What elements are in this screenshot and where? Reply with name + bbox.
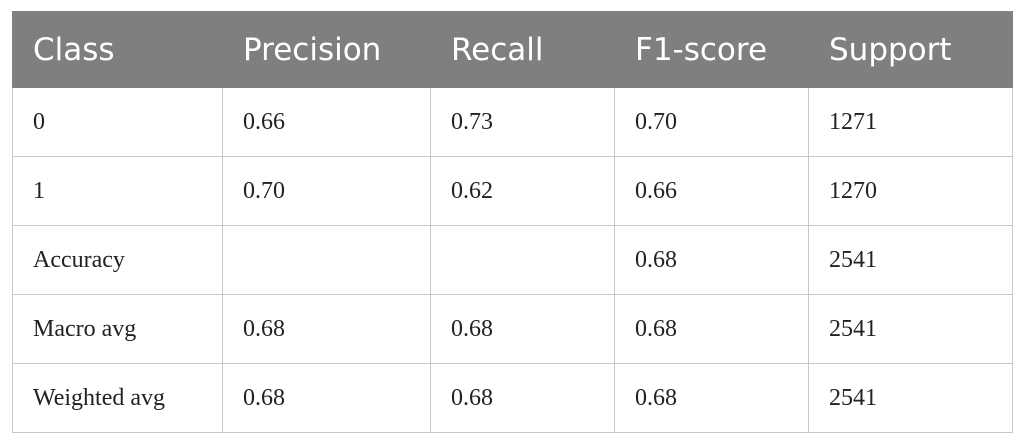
table-cell: 0.68 (222, 363, 431, 433)
table-cell: 0.68 (430, 294, 615, 364)
table-cell: 1270 (808, 156, 1013, 226)
table-cell: 0.68 (614, 294, 809, 364)
header-cell: Class (12, 11, 223, 88)
table-cell: 1271 (808, 87, 1013, 157)
table-cell (222, 225, 431, 295)
table-cell: 0 (12, 87, 223, 157)
table-cell: Accuracy (12, 225, 223, 295)
table-cell: 0.66 (614, 156, 809, 226)
table-cell: 0.68 (614, 225, 809, 295)
table-cell: 0.73 (430, 87, 615, 157)
table-row: Weighted avg 0.68 0.68 0.68 2541 (12, 363, 1013, 433)
table-cell: 0.70 (614, 87, 809, 157)
table-body: 0 0.66 0.73 0.70 1271 1 0.70 0.62 0.66 1270 Accura… (12, 87, 1013, 433)
header-cell: Support (808, 11, 1013, 88)
table-cell: 0.70 (222, 156, 431, 226)
table-header: Class Precision Recall F1-score Support (12, 11, 1013, 88)
table-cell: 0.68 (430, 363, 615, 433)
table-row: 1 0.70 0.62 0.66 1270 (12, 156, 1013, 226)
table-cell: 0.66 (222, 87, 431, 157)
header-row: Class Precision Recall F1-score Support (12, 11, 1013, 88)
header-cell: Recall (430, 11, 615, 88)
table-cell: 2541 (808, 363, 1013, 433)
table-cell: 2541 (808, 225, 1013, 295)
table-cell: 0.62 (430, 156, 615, 226)
table-cell (430, 225, 615, 295)
header-cell: F1-score (614, 11, 809, 88)
table-cell: 1 (12, 156, 223, 226)
table-cell: 0.68 (222, 294, 431, 364)
table-row: Accuracy 0.68 2541 (12, 225, 1013, 295)
table-cell: Macro avg (12, 294, 223, 364)
table-cell: 2541 (808, 294, 1013, 364)
table-cell: 0.68 (614, 363, 809, 433)
table-row: Macro avg 0.68 0.68 0.68 2541 (12, 294, 1013, 364)
table-row: 0 0.66 0.73 0.70 1271 (12, 87, 1013, 157)
table-cell: Weighted avg (12, 363, 223, 433)
header-cell: Precision (222, 11, 431, 88)
metrics-table: Class Precision Recall F1-score Support 0 0.6… (12, 11, 1013, 433)
